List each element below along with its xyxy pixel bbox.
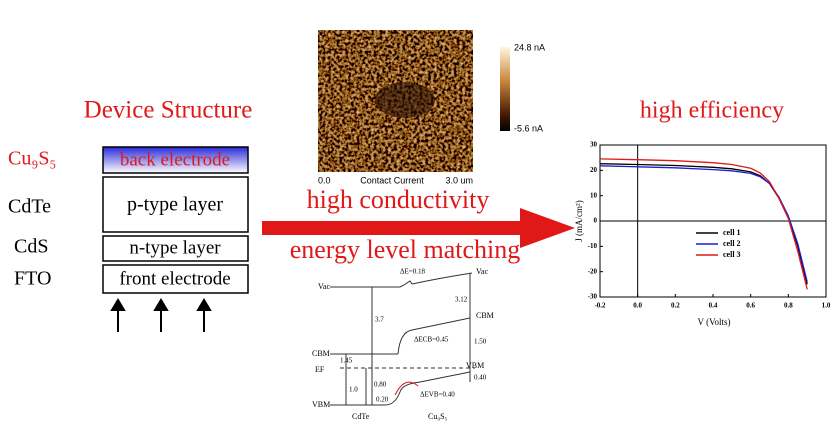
arrow-label: energy level matching <box>290 235 521 264</box>
y-tick-label: 30 <box>590 141 598 149</box>
color-bar <box>500 47 510 131</box>
big-arrow <box>262 221 524 235</box>
x-tick-label: 0.6 <box>746 302 755 310</box>
energy-label: 1.0 <box>349 386 358 394</box>
material-label: CdS <box>14 236 48 258</box>
legend-label: cell 1 <box>723 228 741 237</box>
jv-curve <box>600 159 807 290</box>
energy-label: 1.45 <box>340 357 353 365</box>
energy-label: CBM <box>312 349 330 358</box>
device-title: Device Structure <box>84 97 253 124</box>
y-tick-label: 0 <box>594 217 598 225</box>
energy-material: CdTe <box>352 412 370 421</box>
energy-label: 0.80 <box>374 381 387 389</box>
y-axis-label: J (mA/cm²) <box>574 200 584 241</box>
jv-curve <box>600 166 807 282</box>
x-tick-label: 1.0 <box>822 302 831 310</box>
chart-title: high efficiency <box>640 98 784 124</box>
energy-label: CBM <box>476 311 494 320</box>
layer-label: back electrode <box>120 149 230 170</box>
x-axis-label: V (Volts) <box>698 317 731 327</box>
afm-dark-region <box>375 82 435 118</box>
energy-label: 3.7 <box>375 316 384 324</box>
y-tick-label: -30 <box>588 293 598 301</box>
arrow-label: high conductivity <box>307 185 490 214</box>
jv-curve <box>600 164 807 285</box>
energy-label: 1.50 <box>474 338 487 346</box>
energy-label: 3.12 <box>455 296 468 304</box>
energy-label: VBM <box>466 361 484 370</box>
layer-label: n-type layer <box>129 237 221 258</box>
x-tick-label: 0.8 <box>784 302 793 310</box>
colorbar-label: -5.6 nA <box>514 123 543 133</box>
x-tick-label: 0.4 <box>709 302 718 310</box>
legend-label: cell 2 <box>723 239 741 248</box>
energy-label: 0.40 <box>474 374 487 382</box>
energy-label: ΔEVB=0.40 <box>420 391 455 399</box>
jv-chart: -30 -20 -10 0 10 20 30 -0.2 0.0 0.2 0.4 0.6 0.8 1.0 ce… <box>588 141 831 310</box>
energy-label: EF <box>315 365 325 374</box>
layer-label: front electrode <box>119 268 230 289</box>
energy-label: Vac <box>318 282 330 291</box>
x-tick-label: 0.2 <box>671 302 680 310</box>
y-tick-label: -20 <box>588 267 598 275</box>
energy-label: ΔE=0.18 <box>400 268 425 276</box>
afm-axis-label: 3.0 um <box>445 175 473 185</box>
afm-caption: Contact Current <box>360 175 424 185</box>
energy-label: VBM <box>312 400 330 409</box>
material-label: CdTe <box>8 196 51 218</box>
x-tick-label: 0.0 <box>633 302 642 310</box>
layer-label: p-type layer <box>127 194 223 216</box>
material-label: FTO <box>14 268 51 290</box>
energy-label: Vac <box>476 267 488 276</box>
big-arrow-head <box>520 208 575 248</box>
y-tick-label: 10 <box>590 191 598 199</box>
energy-material: Cu₉S₅ <box>428 412 448 421</box>
graphical-abstract: Device Structure back electrode p-type l… <box>0 0 831 425</box>
legend-label: cell 3 <box>723 250 741 259</box>
y-tick-label: -10 <box>588 242 598 250</box>
material-label: Cu₉S₅ <box>8 148 56 170</box>
light-arrows <box>112 300 210 332</box>
y-tick-label: 20 <box>590 166 598 174</box>
energy-label: ΔECB=0.45 <box>414 336 449 344</box>
colorbar-label: 24.8 nA <box>514 42 545 52</box>
energy-label: 0.20 <box>376 396 389 404</box>
x-tick-label: -0.2 <box>594 302 606 310</box>
afm-axis-label: 0.0 <box>318 175 331 185</box>
